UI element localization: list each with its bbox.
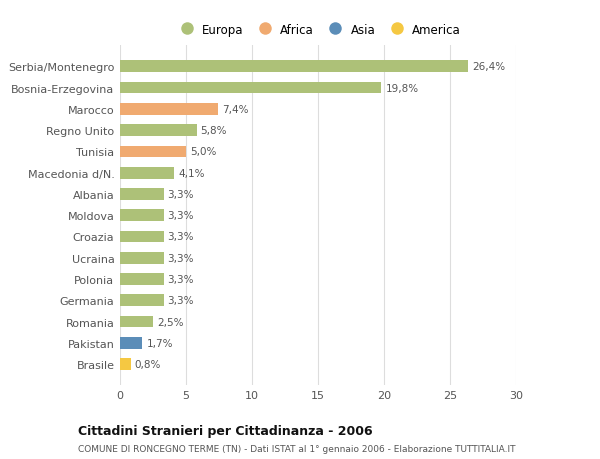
Text: 26,4%: 26,4% bbox=[472, 62, 506, 72]
Text: 3,3%: 3,3% bbox=[167, 274, 194, 285]
Text: 1,7%: 1,7% bbox=[146, 338, 173, 348]
Bar bbox=[120, 168, 174, 179]
Bar bbox=[120, 358, 131, 370]
Text: 3,3%: 3,3% bbox=[167, 232, 194, 242]
Text: 5,8%: 5,8% bbox=[200, 126, 227, 136]
Text: COMUNE DI RONCEGNO TERME (TN) - Dati ISTAT al 1° gennaio 2006 - Elaborazione TUT: COMUNE DI RONCEGNO TERME (TN) - Dati IST… bbox=[78, 444, 515, 453]
Text: 0,8%: 0,8% bbox=[134, 359, 161, 369]
Text: Cittadini Stranieri per Cittadinanza - 2006: Cittadini Stranieri per Cittadinanza - 2… bbox=[78, 425, 373, 437]
Legend: Europa, Africa, Asia, America: Europa, Africa, Asia, America bbox=[173, 21, 463, 39]
Bar bbox=[120, 295, 164, 307]
Bar bbox=[120, 252, 164, 264]
Bar bbox=[120, 104, 218, 116]
Text: 19,8%: 19,8% bbox=[385, 84, 418, 93]
Text: 2,5%: 2,5% bbox=[157, 317, 184, 327]
Bar bbox=[120, 146, 186, 158]
Bar bbox=[120, 274, 164, 285]
Text: 3,3%: 3,3% bbox=[167, 296, 194, 306]
Text: 3,3%: 3,3% bbox=[167, 253, 194, 263]
Bar bbox=[120, 210, 164, 222]
Bar bbox=[120, 62, 469, 73]
Text: 3,3%: 3,3% bbox=[167, 190, 194, 200]
Text: 7,4%: 7,4% bbox=[221, 105, 248, 115]
Bar bbox=[120, 231, 164, 243]
Text: 3,3%: 3,3% bbox=[167, 211, 194, 221]
Text: 4,1%: 4,1% bbox=[178, 168, 205, 178]
Bar bbox=[120, 189, 164, 200]
Text: 5,0%: 5,0% bbox=[190, 147, 217, 157]
Bar bbox=[120, 337, 142, 349]
Bar bbox=[120, 125, 197, 137]
Bar bbox=[120, 316, 153, 328]
Bar bbox=[120, 83, 382, 94]
